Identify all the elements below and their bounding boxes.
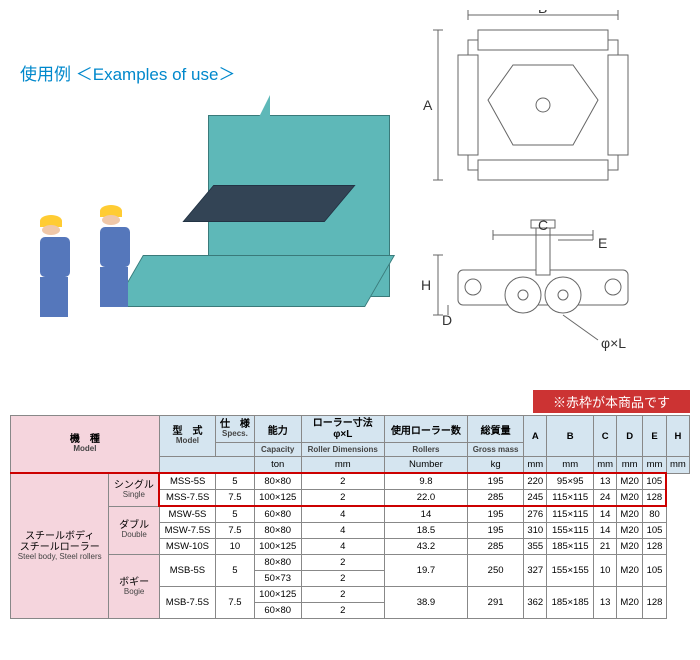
th-C: C <box>594 416 617 457</box>
th-rcnt: 使用ローラー数 <box>384 416 467 443</box>
th-B: B <box>547 416 594 457</box>
th-E: E <box>643 416 667 457</box>
row-msb-5s-a: ボギーBogie MSB-5S5 80×802 19.7250327155×15… <box>11 555 690 571</box>
dim-E: E <box>598 235 607 251</box>
unit-num: Number <box>384 457 467 474</box>
type-bogie: ボギーBogie <box>109 555 159 619</box>
unit-kg: kg <box>467 457 523 474</box>
th-H: H <box>666 416 689 457</box>
dim-D: D <box>442 312 452 328</box>
worker-2 <box>100 205 160 325</box>
row-msw-5s: ダブルDouble MSW-5S560×80414195276115×11514… <box>11 506 690 523</box>
type-single: シングルSingle <box>109 473 159 506</box>
th-D: D <box>617 416 643 457</box>
th-A: A <box>524 416 547 457</box>
th-specs: 仕 様Specs. <box>216 416 255 443</box>
dim-A: A <box>423 97 433 113</box>
usage-illustration <box>10 95 390 335</box>
worker-1 <box>40 215 100 335</box>
unit-ton: ton <box>254 457 301 474</box>
examples-heading: 使用例 ＜Examples of use＞ <box>20 60 398 85</box>
th-model-sub: 型 式Model <box>159 416 215 457</box>
unit-rdim: mm <box>301 457 384 474</box>
notice-text: ※赤枠が本商品です <box>533 390 690 413</box>
dim-H: H <box>421 277 431 293</box>
heading-en: ＜Examples of use＞ <box>76 65 236 84</box>
notice-bar: ※赤枠が本商品です <box>10 390 690 413</box>
row-mss-5s: スチールボディスチールローラーSteel body, Steel rollers… <box>11 473 690 490</box>
heading-jp: 使用例 <box>20 65 71 84</box>
th-capacity: 能力 <box>254 416 301 443</box>
body-type: スチールボディスチールローラーSteel body, Steel rollers <box>11 473 109 619</box>
examples-panel: 使用例 ＜Examples of use＞ <box>10 10 398 380</box>
dim-B: B <box>538 10 547 16</box>
th-rdim: ローラー寸法φ×L <box>301 416 384 443</box>
th-cap-en: Capacity <box>254 443 301 457</box>
th-gross-en: Gross mass <box>467 443 523 457</box>
dim-phiL: φ×L <box>601 335 626 351</box>
type-double: ダブルDouble <box>109 506 159 555</box>
th-machine: 機 種Model <box>11 416 160 474</box>
dimension-diagrams: B A C E H D φ×L <box>398 10 690 380</box>
th-rdim-en: Roller Dimensions <box>301 443 384 457</box>
dimension-svg: B A C E H D φ×L <box>418 10 678 380</box>
th-gross: 総質量 <box>467 416 523 443</box>
dim-C: C <box>538 217 548 233</box>
th-rcnt-en: Rollers <box>384 443 467 457</box>
spec-table: 機 種Model 型 式Model 仕 様Specs. 能力 ローラー寸法φ×L… <box>10 415 690 619</box>
